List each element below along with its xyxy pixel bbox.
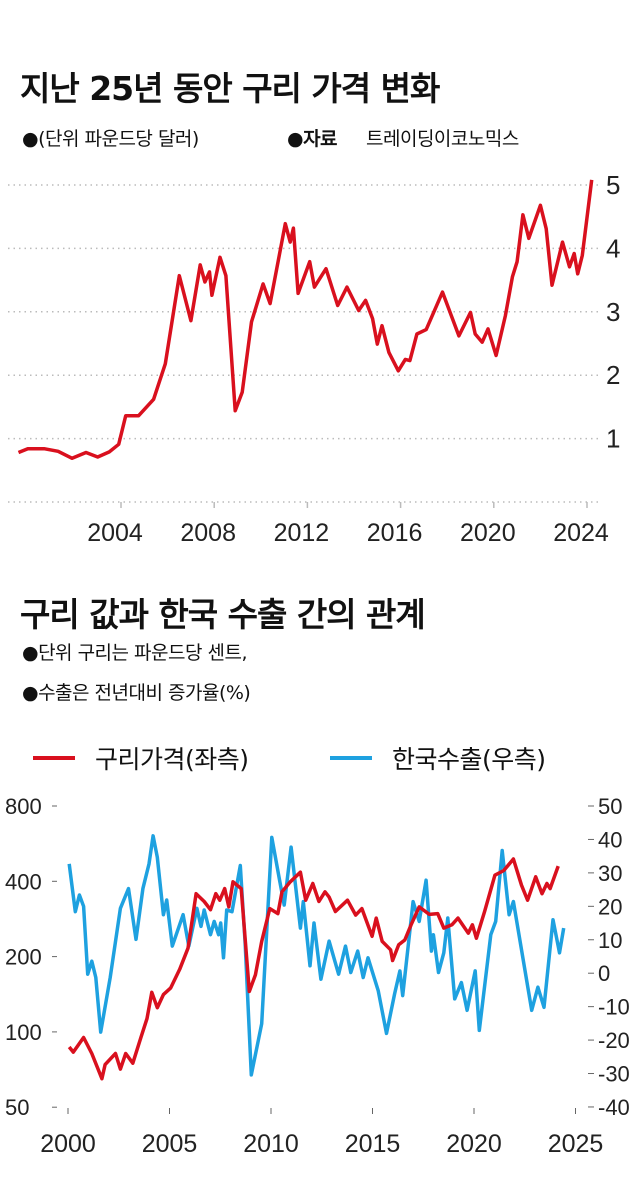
left-y-tick-label: 50: [5, 1095, 29, 1120]
left-y-tick-label: 100: [5, 1020, 42, 1045]
legend-copper-label: 구리가격(좌측): [95, 745, 249, 774]
top-x-tick-label: 2024: [553, 519, 609, 547]
top-source-label: ●자료: [287, 128, 338, 150]
right-y-tick-label: -30: [598, 1062, 630, 1087]
top-unit-note: ●(단위 파운드당 달러): [22, 128, 199, 150]
bottom-x-tick-label: 2015: [345, 1130, 401, 1158]
top-y-tick-label: 1: [606, 424, 620, 454]
bottom-note-2: ●수출은 전년대비 증가율(%): [22, 682, 251, 704]
top-x-tick-label: 2012: [274, 519, 330, 547]
top-y-tick-label: 3: [606, 297, 620, 327]
top-source: 트레이딩이코노믹스: [366, 128, 519, 150]
right-y-tick-label: -10: [598, 995, 630, 1020]
top-x-tick-label: 2004: [87, 519, 143, 547]
right-y-tick-label: -40: [598, 1095, 630, 1120]
right-y-tick-label: 20: [598, 894, 622, 919]
legend-exports-label: 한국수출(우측): [392, 745, 546, 774]
top-y-tick-label: 5: [606, 170, 620, 200]
korea-exports-line: [67, 834, 566, 1077]
top-x-tick-label: 2008: [180, 519, 236, 547]
legend-copper-swatch: [33, 756, 75, 760]
copper-price-line: [67, 857, 560, 1081]
bottom-x-tick-label: 2020: [446, 1130, 502, 1158]
right-y-tick-label: 40: [598, 827, 622, 852]
bottom-x-tick-label: 2000: [40, 1130, 96, 1158]
left-y-tick-label: 400: [5, 869, 42, 894]
top-x-tick-label: 2020: [460, 519, 516, 547]
bottom-x-tick-label: 2010: [243, 1130, 299, 1158]
copper-price-line: [17, 179, 594, 461]
left-y-tick-label: 200: [5, 945, 42, 970]
right-y-tick-label: 0: [598, 961, 610, 986]
bottom-chart-title: 구리 값과 한국 수출 간의 관계: [20, 595, 426, 634]
top-x-tick-label: 2016: [367, 519, 423, 547]
left-y-tick-label: 800: [5, 794, 42, 819]
legend-exports-swatch: [330, 756, 372, 760]
top-y-tick-label: 4: [606, 233, 620, 263]
right-y-tick-label: 50: [598, 794, 622, 819]
top-y-tick-label: 2: [606, 360, 620, 390]
bottom-note-1: ●단위 구리는 파운드당 센트,: [22, 642, 248, 664]
right-y-tick-label: -20: [598, 1028, 630, 1053]
bottom-x-tick-label: 2005: [142, 1130, 198, 1158]
right-y-tick-label: 10: [598, 928, 622, 953]
top-chart-title: 지난 25년 동안 구리 가격 변화: [20, 69, 440, 108]
right-y-tick-label: 30: [598, 861, 622, 886]
bottom-x-tick-label: 2025: [548, 1130, 604, 1158]
